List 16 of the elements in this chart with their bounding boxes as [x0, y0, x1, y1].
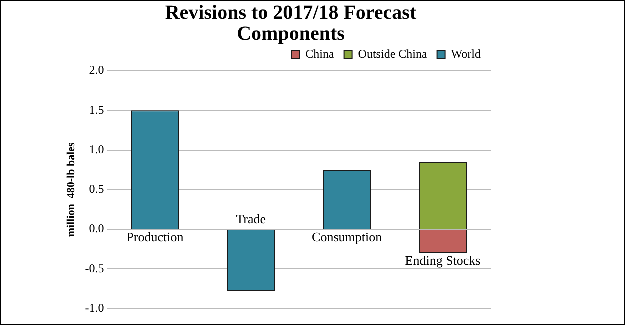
legend-label: World	[451, 47, 482, 62]
x-tick-label: Trade	[236, 211, 266, 226]
x-tick-label: Consumption	[312, 229, 383, 244]
y-tick-label: -1.0	[85, 300, 104, 315]
y-tick-label: 2.0	[89, 63, 104, 78]
y-tick-label: -0.5	[85, 261, 104, 276]
legend-label: Outside China	[358, 47, 428, 62]
y-tick-label: 1.0	[89, 142, 104, 156]
legend-label: China	[306, 47, 335, 62]
chart-title: Revisions to 2017/18 Forecast Components	[164, 2, 418, 45]
y-axis-title: million 480-lb bales	[65, 142, 78, 238]
y-tick-label: 1.5	[89, 102, 104, 117]
y-tick-label: 0.0	[89, 222, 104, 236]
y-tick-label: 0.5	[89, 182, 104, 196]
x-tick-label: Production	[126, 229, 184, 244]
x-tick-label: Ending Stocks	[405, 253, 481, 268]
